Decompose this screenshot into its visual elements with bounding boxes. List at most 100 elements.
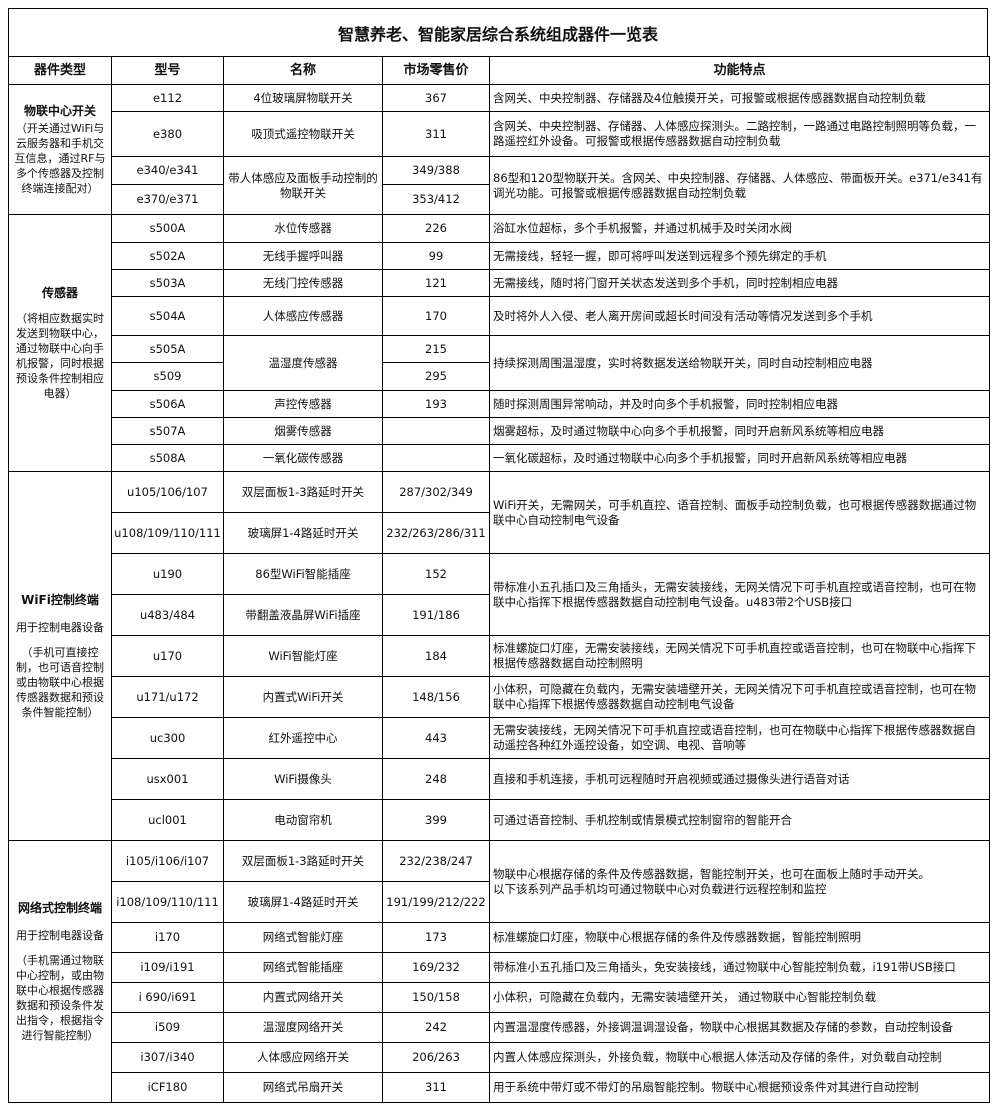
model-cell: uc300 xyxy=(111,717,224,759)
feature-cell: 随时探测周围异常响动，并及时向多个手机报警，同时控制相应电器 xyxy=(489,390,990,418)
model-cell: s508A xyxy=(111,444,224,472)
name-cell: 人体感应传感器 xyxy=(223,296,383,336)
model-cell: e112 xyxy=(111,84,224,112)
feature-cell: WiFi开关，无需网关，可手机直控、语音控制、面板手动控制负载，也可根据传感器数… xyxy=(489,471,990,554)
price-cell: 399 xyxy=(382,799,490,841)
price-cell: 443 xyxy=(382,717,490,759)
price-cell: 170 xyxy=(382,296,490,336)
feature-cell: 一氧化碳超标，及时通过物联中心向多个手机报警，同时开启新风系统等相应电器 xyxy=(489,444,990,472)
name-cell: 无线门控传感器 xyxy=(223,269,383,297)
name-cell: 电动窗帘机 xyxy=(223,799,383,841)
model-cell: u105/106/107 xyxy=(111,471,224,513)
name-cell: 声控传感器 xyxy=(223,390,383,418)
price-cell: 353/412 xyxy=(382,184,490,215)
price-cell: 232/238/247 xyxy=(382,840,490,882)
name-cell: 带人体感应及面板手动控制的物联开关 xyxy=(223,156,383,215)
header-name: 名称 xyxy=(223,56,383,85)
model-cell: s504A xyxy=(111,296,224,336)
table-row: s507A 烟雾传感器 烟雾超标，及时通过物联中心向多个手机报警，同时开启新风系统等… xyxy=(9,417,990,445)
name-cell: 双层面板1-3路延时开关 xyxy=(223,471,383,513)
name-cell: 网络式智能插座 xyxy=(223,952,383,983)
model-cell: i170 xyxy=(111,922,224,953)
price-cell: 99 xyxy=(382,242,490,270)
feature-cell: 86型和120型物联开关。含网关、中央控制器、存储器、人体感应、带面板开关。e3… xyxy=(489,156,990,215)
model-cell: s506A xyxy=(111,390,224,418)
feature-cell: 用于系统中带灯或不带灯的吊扇智能控制。物联中心根据预设条件对其进行自动控制 xyxy=(489,1072,990,1103)
table-row: i170 网络式智能灯座 173 标准螺旋口灯座，物联中心根据存储的条件及传感器数据，… xyxy=(9,922,990,953)
header-category: 器件类型 xyxy=(8,56,112,85)
table-row: WiFi控制终端 用于控制电器设备 （手机可直接控制，也可语音控制或由物联中心根据传… xyxy=(8,471,990,841)
table-title: 智慧养老、智能家居综合系统组成器件一览表 xyxy=(8,8,988,56)
feature-cell: 无需接线，轻轻一握，即可将呼叫发送到远程多个预先绑定的手机 xyxy=(489,242,990,270)
model-cell: s500A xyxy=(111,214,224,243)
price-cell xyxy=(382,444,490,472)
model-cell: i109/i191 xyxy=(111,952,224,983)
name-cell: 吸顶式遥控物联开关 xyxy=(223,111,383,157)
feature-cell: 可通过语音控制、手机控制或情景模式控制窗帘的智能开合 xyxy=(489,799,990,841)
price-cell: 242 xyxy=(382,1012,490,1043)
price-cell: 148/156 xyxy=(382,676,490,718)
price-cell: 215 xyxy=(382,335,490,363)
price-cell: 150/158 xyxy=(382,982,490,1013)
table-row: 传感器 （将相应数据实时发送到物联中心，通过物联中心向手机报警，同时根据预设条件控… xyxy=(8,214,990,472)
name-cell: 网络式吊扇开关 xyxy=(223,1072,383,1103)
model-cell: i509 xyxy=(111,1012,224,1043)
model-cell: u108/109/110/111 xyxy=(111,512,224,554)
model-cell: u190 xyxy=(111,553,224,595)
model-cell: s502A xyxy=(111,242,224,270)
table-row: i109/i191 网络式智能插座 169/232 带标准小五孔插口及三角插头，免安装… xyxy=(9,952,990,983)
category-title: 网络式控制终端 xyxy=(17,900,102,915)
table-row: i 690/i691 内置式网络开关 150/158 小体积，可隐藏在负载内，无需安装… xyxy=(9,982,990,1013)
feature-cell: 内置人体感应探测头，外接负载，物联中心根据人体活动及存储的条件，对负载自动控制 xyxy=(489,1042,990,1073)
feature-cell: 含网关、中央控制器、存储器、人体感应探测头。二路控制，一路通过电路控制照明等负载… xyxy=(489,111,990,157)
table-row: e370/e371 353/412 xyxy=(9,184,990,215)
name-cell: 内置式WiFi开关 xyxy=(223,676,383,718)
table-row: i108/109/110/111 玻璃屏1-4路延时开关 191/199/212/2… xyxy=(9,881,990,923)
table-row: s504A 人体感应传感器 170 及时将外人入侵、老人离开房间或超长时间没有活动等情… xyxy=(9,296,990,336)
feature-cell: 小体积，可隐藏在负载内，无需安装墙壁开关， 通过物联中心智能控制负载 xyxy=(489,982,990,1013)
name-cell: 内置式网络开关 xyxy=(223,982,383,1013)
name-cell: 无线手握呼叫器 xyxy=(223,242,383,270)
price-cell: 121 xyxy=(382,269,490,297)
name-cell: 水位传感器 xyxy=(223,214,383,243)
feature-cell: 烟雾超标，及时通过物联中心向多个手机报警，同时开启新风系统等相应电器 xyxy=(489,417,990,445)
category-title: 传感器 xyxy=(41,285,78,300)
price-cell: 311 xyxy=(382,111,490,157)
model-cell: s507A xyxy=(111,417,224,445)
table-row: 网络式控制终端 用于控制电器设备 （手机需通过物联中心控制，或由物联中心根据传感器数… xyxy=(8,840,990,1103)
header-row: 器件类型 型号 名称 市场零售价 功能特点 xyxy=(8,56,990,85)
table-row: u483/484 带翻盖液晶屏WiFi插座 191/186 xyxy=(9,594,990,636)
category-subtitle: 用于控制电器设备 xyxy=(16,928,104,942)
table-row: i509 温湿度网络开关 242 内置温湿度传感器，外接调温调湿设备，物联中心根据其数… xyxy=(9,1012,990,1043)
feature-cell: 浴缸水位超标，多个手机报警，并通过机械手及时关闭水阀 xyxy=(489,214,990,243)
header-price: 市场零售价 xyxy=(382,56,490,85)
name-cell: 红外遥控中心 xyxy=(223,717,383,759)
feature-cell: 含网关、中央控制器、存储器及4位触摸开关，可报警或根据传感器数据自动控制负载 xyxy=(489,84,990,112)
price-cell: 232/263/286/311 xyxy=(382,512,490,554)
table-row: u190 86型WiFi智能插座 152 带标准小五孔插口及三角插头，无需安装接线，无… xyxy=(9,553,990,636)
category-cell: WiFi控制终端 用于控制电器设备 （手机可直接控制，也可语音控制或由物联中心根据传… xyxy=(8,471,112,841)
model-cell: ucl001 xyxy=(111,799,224,841)
name-cell: 带翻盖液晶屏WiFi插座 xyxy=(223,594,383,636)
table-row: iCF180 网络式吊扇开关 311 用于系统中带灯或不带灯的吊扇智能控制。物联中心根… xyxy=(9,1072,990,1103)
name-cell: 人体感应网络开关 xyxy=(223,1042,383,1073)
table-row: s506A 声控传感器 193 随时探测周围异常响动，并及时向多个手机报警，同时控制相… xyxy=(9,390,990,418)
name-cell: 玻璃屏1-4路延时开关 xyxy=(223,881,383,923)
feature-cell: 带标准小五孔插口及三角插头，无需安装接线，无网关情况下可手机直控或语音控制，也可… xyxy=(489,553,990,636)
price-cell: 191/186 xyxy=(382,594,490,636)
model-cell: usx001 xyxy=(111,758,224,800)
model-cell: i105/i106/i107 xyxy=(111,840,224,882)
category-cell: 网络式控制终端 用于控制电器设备 （手机需通过物联中心控制，或由物联中心根据传感器数… xyxy=(8,840,112,1103)
category-note: （开关通过WiFi与云服务器和手机交互信息，通过RF与多个传感器及控制终端连接配… xyxy=(14,121,106,195)
model-cell: s505A xyxy=(111,335,224,363)
name-cell: WiFi摄像头 xyxy=(223,758,383,800)
table-row: uc300 红外遥控中心 443 无需安装接线，无网关情况下可手机直控或语音控制，也可… xyxy=(9,717,990,759)
category-title: 物联中心开关 xyxy=(23,103,96,118)
price-cell: 287/302/349 xyxy=(382,471,490,513)
category-note: （手机需通过物联中心控制，或由物联中心根据传感器数据和预设条件发出指令，根据指令… xyxy=(16,953,104,1042)
table-row: s509 295 xyxy=(9,362,990,391)
price-cell: 152 xyxy=(382,553,490,595)
price-cell: 248 xyxy=(382,758,490,800)
name-cell: 网络式智能灯座 xyxy=(223,922,383,953)
table-row: e380 吸顶式遥控物联开关 311 含网关、中央控制器、存储器、人体感应探测头。二路… xyxy=(9,111,990,157)
